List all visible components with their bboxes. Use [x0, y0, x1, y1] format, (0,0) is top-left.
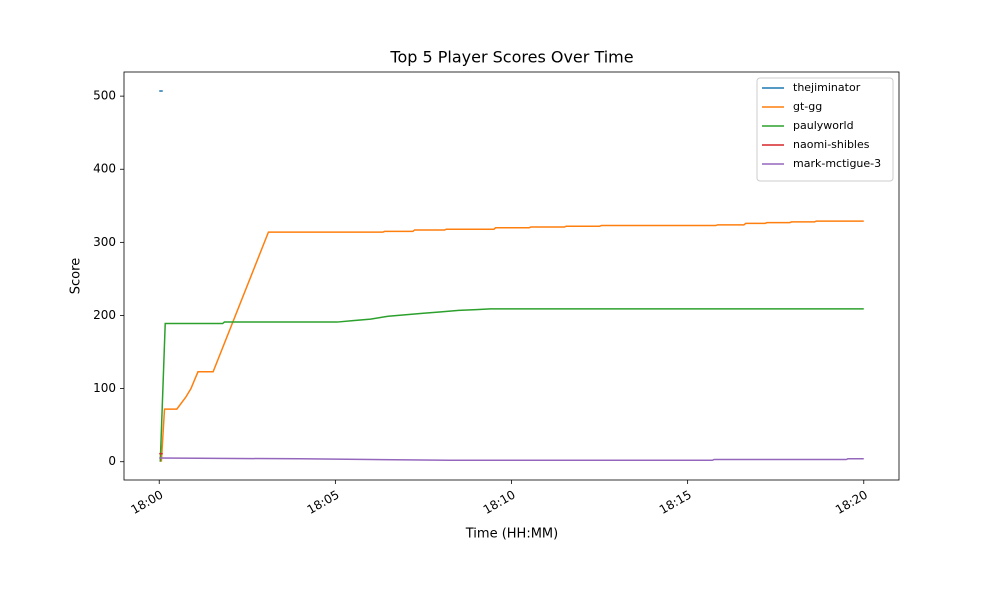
legend-label: mark-mctigue-3 [793, 157, 881, 170]
x-axis-label: Time (HH:MM) [465, 527, 558, 542]
legend-label: thejiminator [793, 81, 861, 94]
chart-title: Top 5 Player Scores Over Time [389, 48, 633, 67]
legend-label: paulyworld [793, 119, 854, 132]
line-series [159, 457, 864, 462]
legend-label: naomi-shibles [793, 138, 870, 151]
line-series [159, 308, 864, 462]
y-tick-label: 300 [93, 235, 116, 249]
y-tick-label: 400 [93, 162, 116, 176]
y-axis-label: Score [69, 258, 84, 294]
y-tick-label: 200 [93, 308, 116, 322]
legend-box [756, 77, 894, 182]
legend-label: gt-gg [793, 100, 822, 113]
plot-frame [123, 71, 900, 481]
y-tick-label: 0 [108, 454, 116, 468]
y-tick-label: 100 [93, 381, 116, 395]
y-tick-label: 500 [93, 89, 116, 103]
line-series [160, 220, 864, 462]
